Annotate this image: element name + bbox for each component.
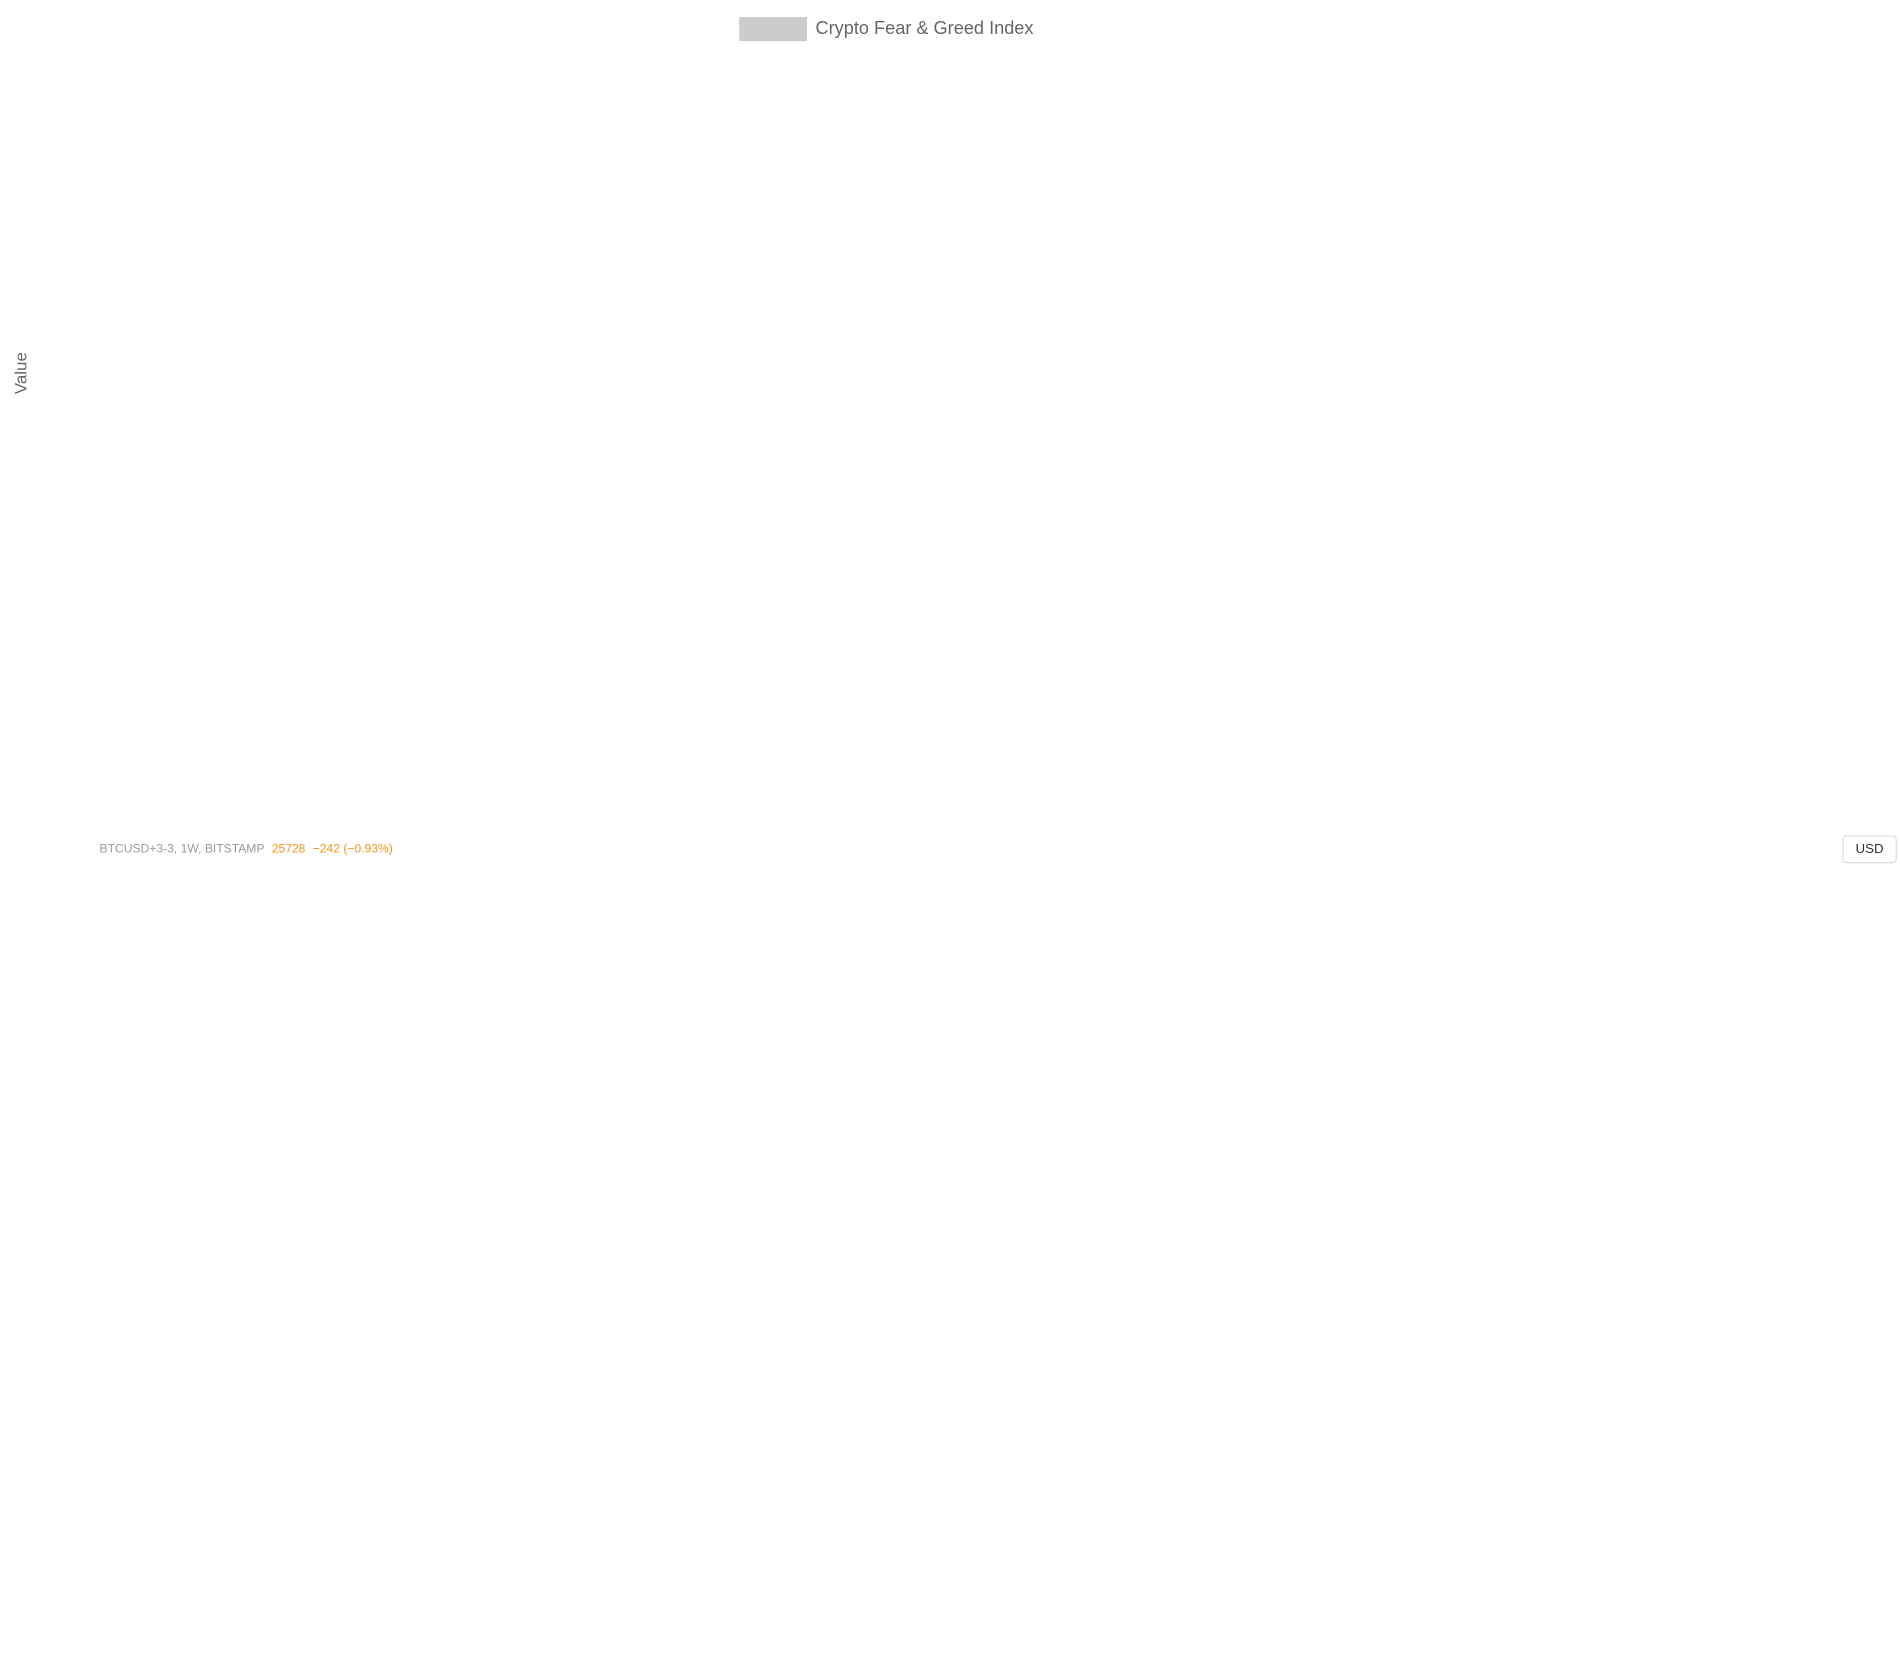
symbol-header: BTCUSD+3-3, 1W, BITSTAMP 25728 −242 (−0.93… bbox=[100, 841, 393, 855]
y-axis-label: Value bbox=[11, 352, 30, 394]
last-price: 25728 bbox=[272, 841, 306, 855]
currency-box[interactable] bbox=[1842, 835, 1897, 864]
symbol: BTCUSD+3-3, 1W, BITSTAMP bbox=[100, 841, 265, 855]
currency[interactable]: USD bbox=[1855, 841, 1883, 856]
legend-swatch[interactable] bbox=[739, 16, 808, 42]
price-change: −242 (−0.93%) bbox=[313, 841, 393, 855]
legend-label[interactable]: Crypto Fear & Greed Index bbox=[816, 18, 1034, 38]
